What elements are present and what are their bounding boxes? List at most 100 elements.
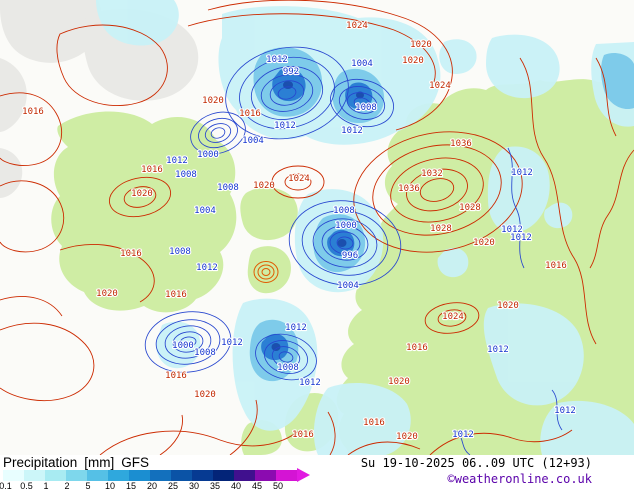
contour-label: 1016 xyxy=(165,290,187,300)
contour-label: 1008 xyxy=(333,206,355,216)
scale-segment xyxy=(24,470,45,481)
scale-segment xyxy=(171,470,192,481)
contour-label: 1016 xyxy=(292,430,314,440)
contour-label: 1020 xyxy=(410,40,432,50)
contour-label: 1000 xyxy=(197,150,219,160)
contour-label: 1012 xyxy=(487,345,509,355)
contour-label: 1016 xyxy=(545,261,567,271)
scale-value: 25 xyxy=(167,481,179,490)
contour-label: 1032 xyxy=(421,169,443,179)
scale-value: 50 xyxy=(272,481,284,490)
scale-value: 15 xyxy=(125,481,137,490)
contour-label: 1012 xyxy=(554,406,576,416)
contour-label: 1020 xyxy=(497,301,519,311)
scale-segment xyxy=(129,470,150,481)
isobar-high-layer xyxy=(0,0,634,455)
scale-value: 40 xyxy=(230,481,242,490)
contour-labels-layer: 1024 1020 1020 1024 1016 1020 1016 1016 1020 1024… xyxy=(21,20,577,443)
legend-bar: Precipitation [mm] GFS 0.1 0.5 1 2 5 10 15 20 25 30… xyxy=(0,455,634,490)
scale-value: 30 xyxy=(188,481,200,490)
scale-segment xyxy=(213,470,234,481)
scale-value: 45 xyxy=(251,481,263,490)
scale-segment xyxy=(276,470,297,481)
contour-label: 1016 xyxy=(141,165,163,175)
contour-label: 1020 xyxy=(202,96,224,106)
scale-value: 0.5 xyxy=(20,481,33,490)
contour-label: 1020 xyxy=(402,56,424,66)
scale-arrow-icon xyxy=(297,468,310,482)
contour-label: 992 xyxy=(283,67,299,77)
contour-label: 1024 xyxy=(346,21,368,31)
scale-value: 20 xyxy=(146,481,158,490)
contour-label: 1024 xyxy=(442,312,464,322)
contour-label: 1012 xyxy=(501,225,523,235)
scale-value: 1 xyxy=(43,481,49,490)
scale-segment xyxy=(150,470,171,481)
contour-label: 1008 xyxy=(355,103,377,113)
contour-label: 1020 xyxy=(473,238,495,248)
scale-segment xyxy=(3,470,24,481)
contour-label: 1012 xyxy=(285,323,307,333)
scale-segment xyxy=(108,470,129,481)
contour-label: 1004 xyxy=(351,59,373,69)
precip-scale-bar xyxy=(3,470,297,481)
contour-label: 1008 xyxy=(169,247,191,257)
scale-segment xyxy=(66,470,87,481)
contour-label: 1012 xyxy=(166,156,188,166)
contour-label: 1016 xyxy=(120,249,142,259)
contour-label: 1020 xyxy=(253,181,275,191)
contour-label: 1008 xyxy=(175,170,197,180)
scale-value: 2 xyxy=(64,481,70,490)
contour-label: 1004 xyxy=(242,136,264,146)
contour-label: 1012 xyxy=(341,126,363,136)
contour-label: 1020 xyxy=(194,390,216,400)
scale-value: 5 xyxy=(85,481,91,490)
contour-label: 1016 xyxy=(22,107,44,117)
contour-label: 996 xyxy=(342,251,358,261)
contour-label: 1012 xyxy=(452,430,474,440)
contour-label: 1020 xyxy=(388,377,410,387)
contour-label: 1020 xyxy=(396,432,418,442)
contour-label: 1012 xyxy=(510,233,532,243)
legend-model: GFS xyxy=(121,455,150,470)
scale-value: 10 xyxy=(104,481,116,490)
contour-label: 1000 xyxy=(172,341,194,351)
contour-label: 1012 xyxy=(511,168,533,178)
contour-label: 1024 xyxy=(429,81,451,91)
scale-value: 0.1 xyxy=(0,481,12,490)
contour-label: 1016 xyxy=(165,371,187,381)
contour-label: 1012 xyxy=(274,121,296,131)
legend-title: Precipitation [mm] GFS xyxy=(3,455,156,470)
weather-map: 1024 1020 1020 1024 1016 1020 1016 1016 1020 1024… xyxy=(0,0,634,455)
isobar-warm-core-layer xyxy=(253,261,279,283)
contour-label: 1020 xyxy=(131,189,153,199)
isobar-low-layer xyxy=(144,46,563,455)
legend-variable: Precipitation xyxy=(3,455,78,470)
contour-label: 1028 xyxy=(430,224,452,234)
contour-label: 1024 xyxy=(288,174,310,184)
contour-label: 1036 xyxy=(450,139,472,149)
contour-label: 1036 xyxy=(398,184,420,194)
contour-label: 1020 xyxy=(96,289,118,299)
contour-label: 1008 xyxy=(217,183,239,193)
contour-label: 1000 xyxy=(335,221,357,231)
contour-label: 1016 xyxy=(239,109,261,119)
contour-label: 1008 xyxy=(277,363,299,373)
copyright: ©weatheronline.co.uk xyxy=(447,472,593,486)
precip-scale-labels: 0.1 0.5 1 2 5 10 15 20 25 30 35 40 45 50 xyxy=(0,481,333,490)
contour-label: 1016 xyxy=(363,418,385,428)
contour-label: 1016 xyxy=(406,343,428,353)
scale-segment xyxy=(234,470,255,481)
scale-segment xyxy=(45,470,66,481)
contour-label: 1012 xyxy=(266,55,288,65)
contour-label: 1028 xyxy=(459,203,481,213)
contour-label: 1004 xyxy=(337,281,359,291)
scale-segment xyxy=(255,470,276,481)
contour-label: 1012 xyxy=(196,263,218,273)
contour-label: 1012 xyxy=(299,378,321,388)
scale-value: 35 xyxy=(209,481,221,490)
forecast-datetime: Su 19-10-2025 06..09 UTC (12+93) xyxy=(360,456,592,470)
legend-unit: [mm] xyxy=(84,455,115,470)
scale-segment xyxy=(87,470,108,481)
